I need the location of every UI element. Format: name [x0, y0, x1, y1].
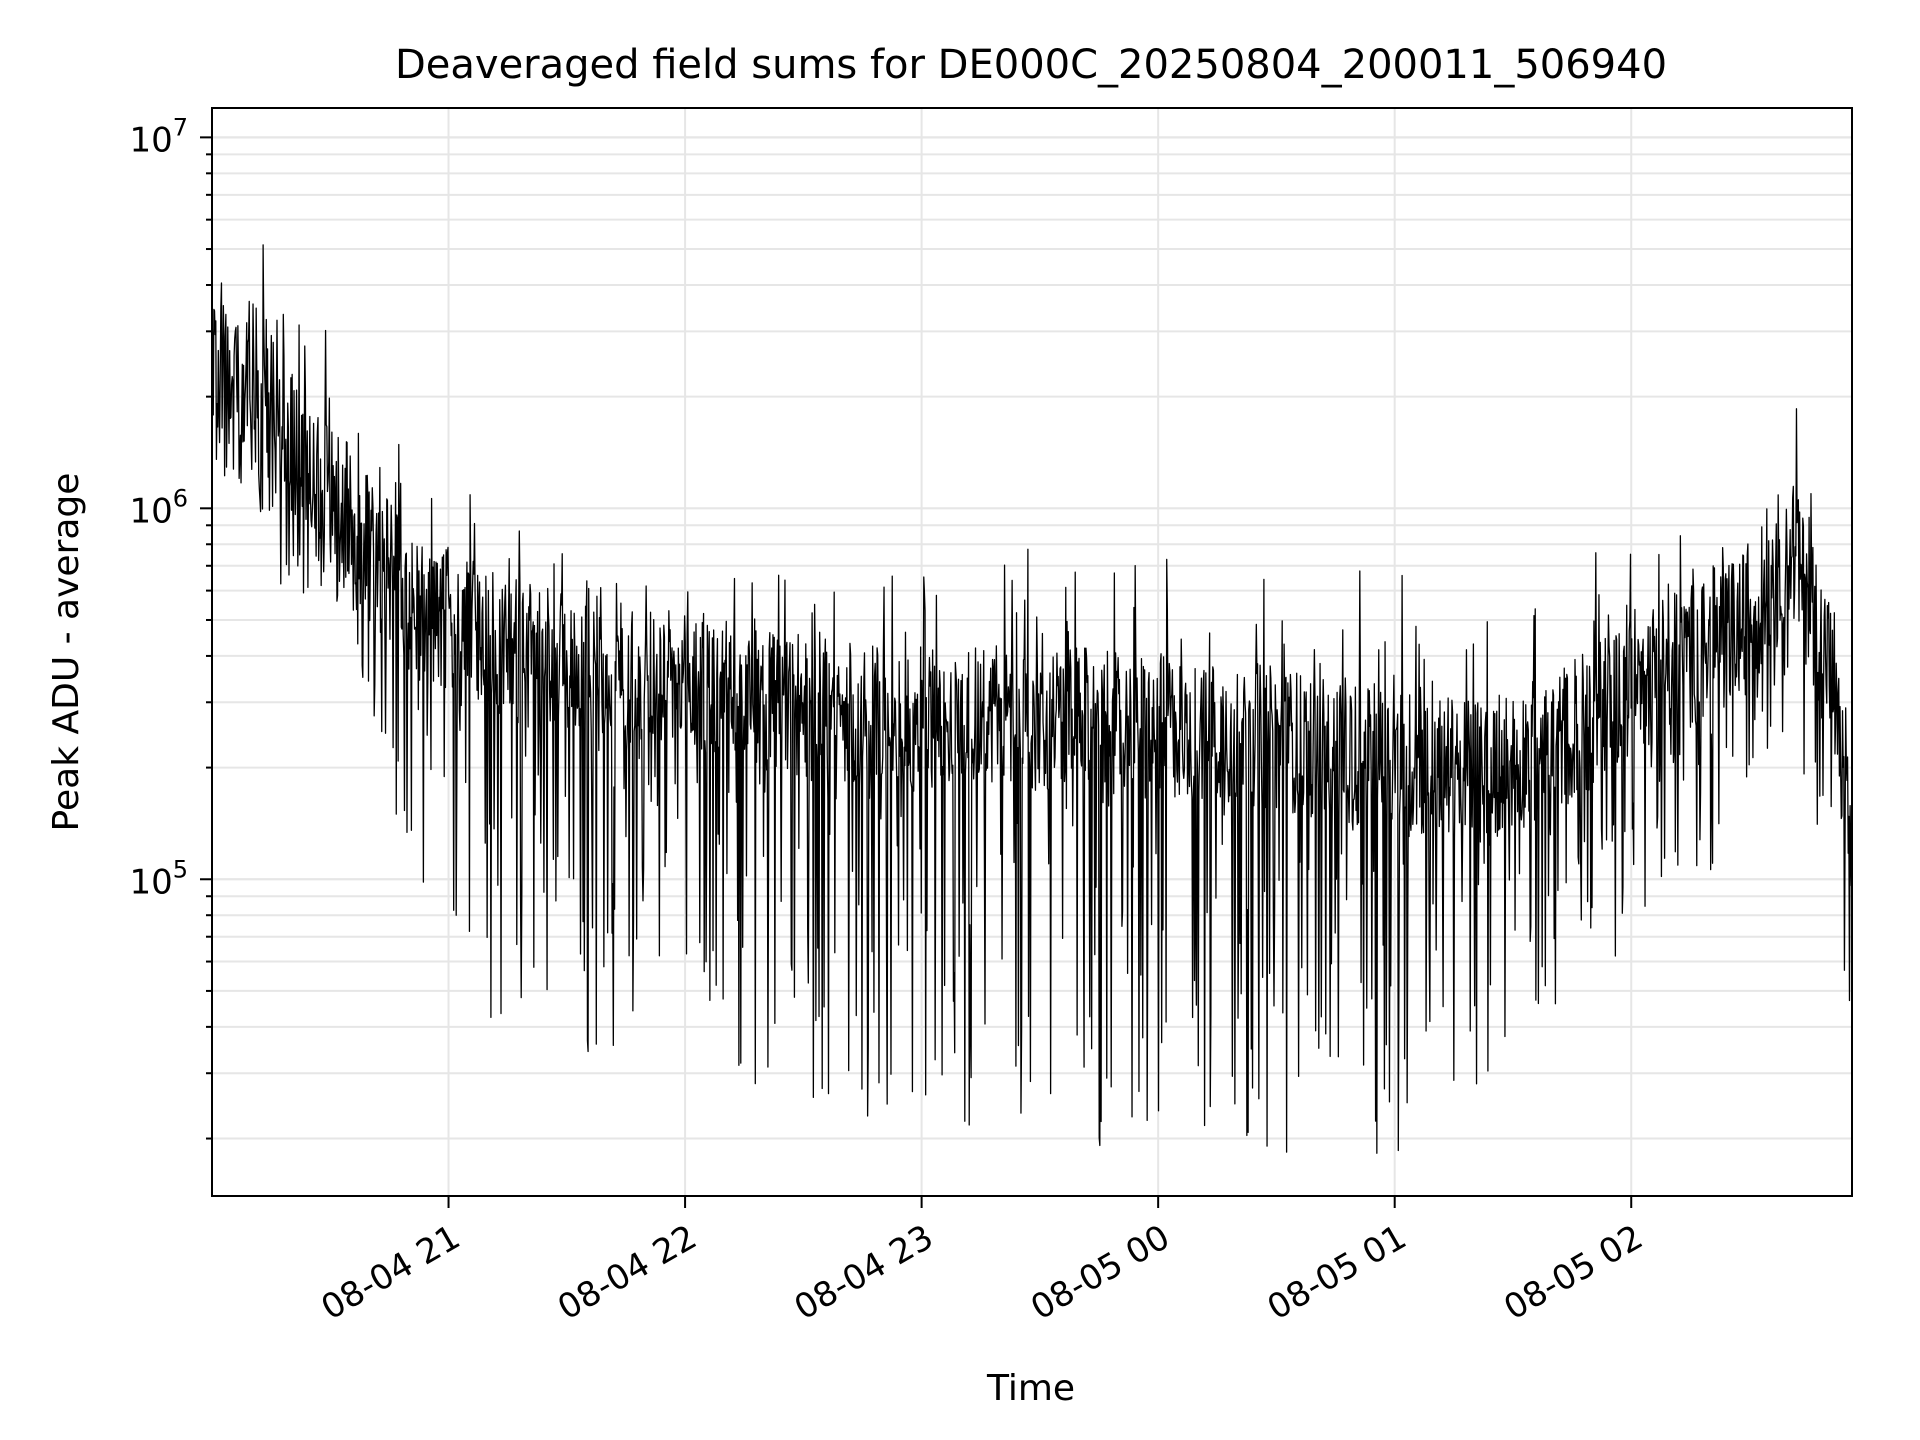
x-axis: 08-04 21 08-04 22 08-04 23 08-05 00 08-05 01… — [315, 1196, 1650, 1328]
data-line-path — [211, 244, 1853, 1154]
x-tick-label: 08-05 01 — [1261, 1217, 1413, 1328]
chart-title: Deaveraged field sums for DE000C_2025080… — [395, 42, 1667, 88]
x-tick-label: 08-04 22 — [551, 1217, 703, 1328]
y-tick-label: 106 — [129, 484, 188, 531]
x-tick-label: 08-05 02 — [1497, 1217, 1649, 1328]
x-tick-label: 08-04 21 — [315, 1217, 467, 1328]
x-tick-label: 08-04 23 — [788, 1217, 940, 1328]
y-tick-label: 107 — [129, 113, 188, 160]
y-axis-label: Peak ADU - average — [46, 473, 87, 832]
x-tick-label: 08-05 00 — [1024, 1217, 1176, 1328]
x-axis-label: Time — [986, 1368, 1075, 1409]
y-axis: 105 106 107 — [129, 113, 212, 1140]
data-series-line — [211, 244, 1853, 1154]
y-tick-label: 105 — [129, 855, 188, 902]
plot-frame — [211, 107, 1853, 1197]
